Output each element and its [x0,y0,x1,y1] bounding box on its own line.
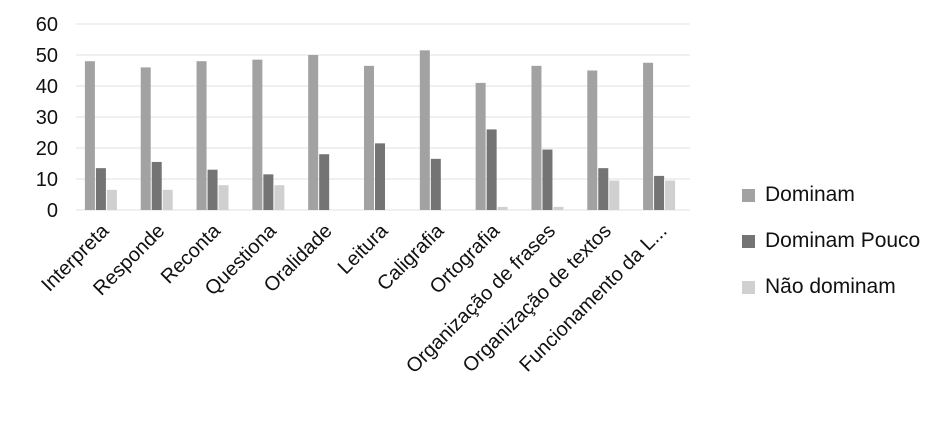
bar-dominam-interpreta [84,61,95,211]
bars [84,50,676,211]
bar-nao-dominam-ortografia [497,206,508,210]
bar-dominam-oralidade [308,55,319,210]
legend-item-dominam: Dominam [742,172,920,218]
legend: Dominam Dominam Pouco Não dominam [742,172,920,310]
bar-nao-dominam-reconta [218,185,229,210]
bar-dominam-pouco-reconta [207,169,218,210]
bar-dominam-leitura [364,65,374,210]
y-tick-label: 10 [36,169,58,191]
category-labels: InterpretaRespondeRecontaQuestionaOralid… [37,219,671,377]
y-tick-label: 60 [36,14,58,36]
y-tick-label: 20 [36,138,58,160]
y-tick-label: 30 [36,107,58,129]
bar-nao-dominam-questiona [274,185,285,210]
y-tick-label: 50 [36,45,58,67]
bar-nao-dominam-funcionamento-da-l [665,180,676,210]
bar-dominam-caligrafia [419,50,430,210]
bar-dominam-pouco-organizacao-de-frases [542,149,553,210]
bar-nao-dominam-interpreta [106,189,117,210]
bar-dominam-pouco-organizacao-de-textos [598,168,609,210]
bar-dominam-organizacao-de-textos [587,70,598,210]
bar-dominam-pouco-interpreta [95,168,106,210]
y-tick-label: 0 [47,200,58,222]
bar-nao-dominam-responde [162,189,173,210]
legend-label-dominam: Dominam [765,183,855,206]
bar-nao-dominam-organizacao-de-textos [609,180,620,210]
bar-dominam-ortografia [475,82,486,210]
bar-nao-dominam-organizacao-de-frases [553,206,564,210]
bar-dominam-responde [140,67,151,211]
legend-label-dominam-pouco: Dominam Pouco [765,229,921,252]
bar-dominam-pouco-oralidade [319,154,330,210]
legend-item-nao-dominam: Não dominam [742,264,920,310]
legend-swatch-dominam [742,188,755,202]
bar-dominam-funcionamento-da-l [643,62,654,210]
bar-dominam-pouco-ortografia [486,129,497,210]
legend-label-nao-dominam: Não dominam [765,275,896,298]
legend-item-dominam-pouco: Dominam Pouco [742,218,920,264]
bar-dominam-pouco-questiona [263,174,274,210]
bar-dominam-pouco-responde [151,161,162,210]
bar-dominam-pouco-leitura [375,143,385,210]
y-axis-ticks: 0 10 20 30 40 50 60 [36,14,58,222]
bar-dominam-organizacao-de-frases [531,65,542,210]
bar-dominam-pouco-funcionamento-da-l [654,175,665,210]
legend-swatch-nao-dominam [742,280,755,294]
bar-dominam-questiona [252,59,263,211]
y-tick-label: 40 [36,76,58,98]
legend-swatch-dominam-pouco [742,234,755,248]
bar-dominam-reconta [196,61,207,211]
bar-dominam-pouco-caligrafia [430,158,441,210]
